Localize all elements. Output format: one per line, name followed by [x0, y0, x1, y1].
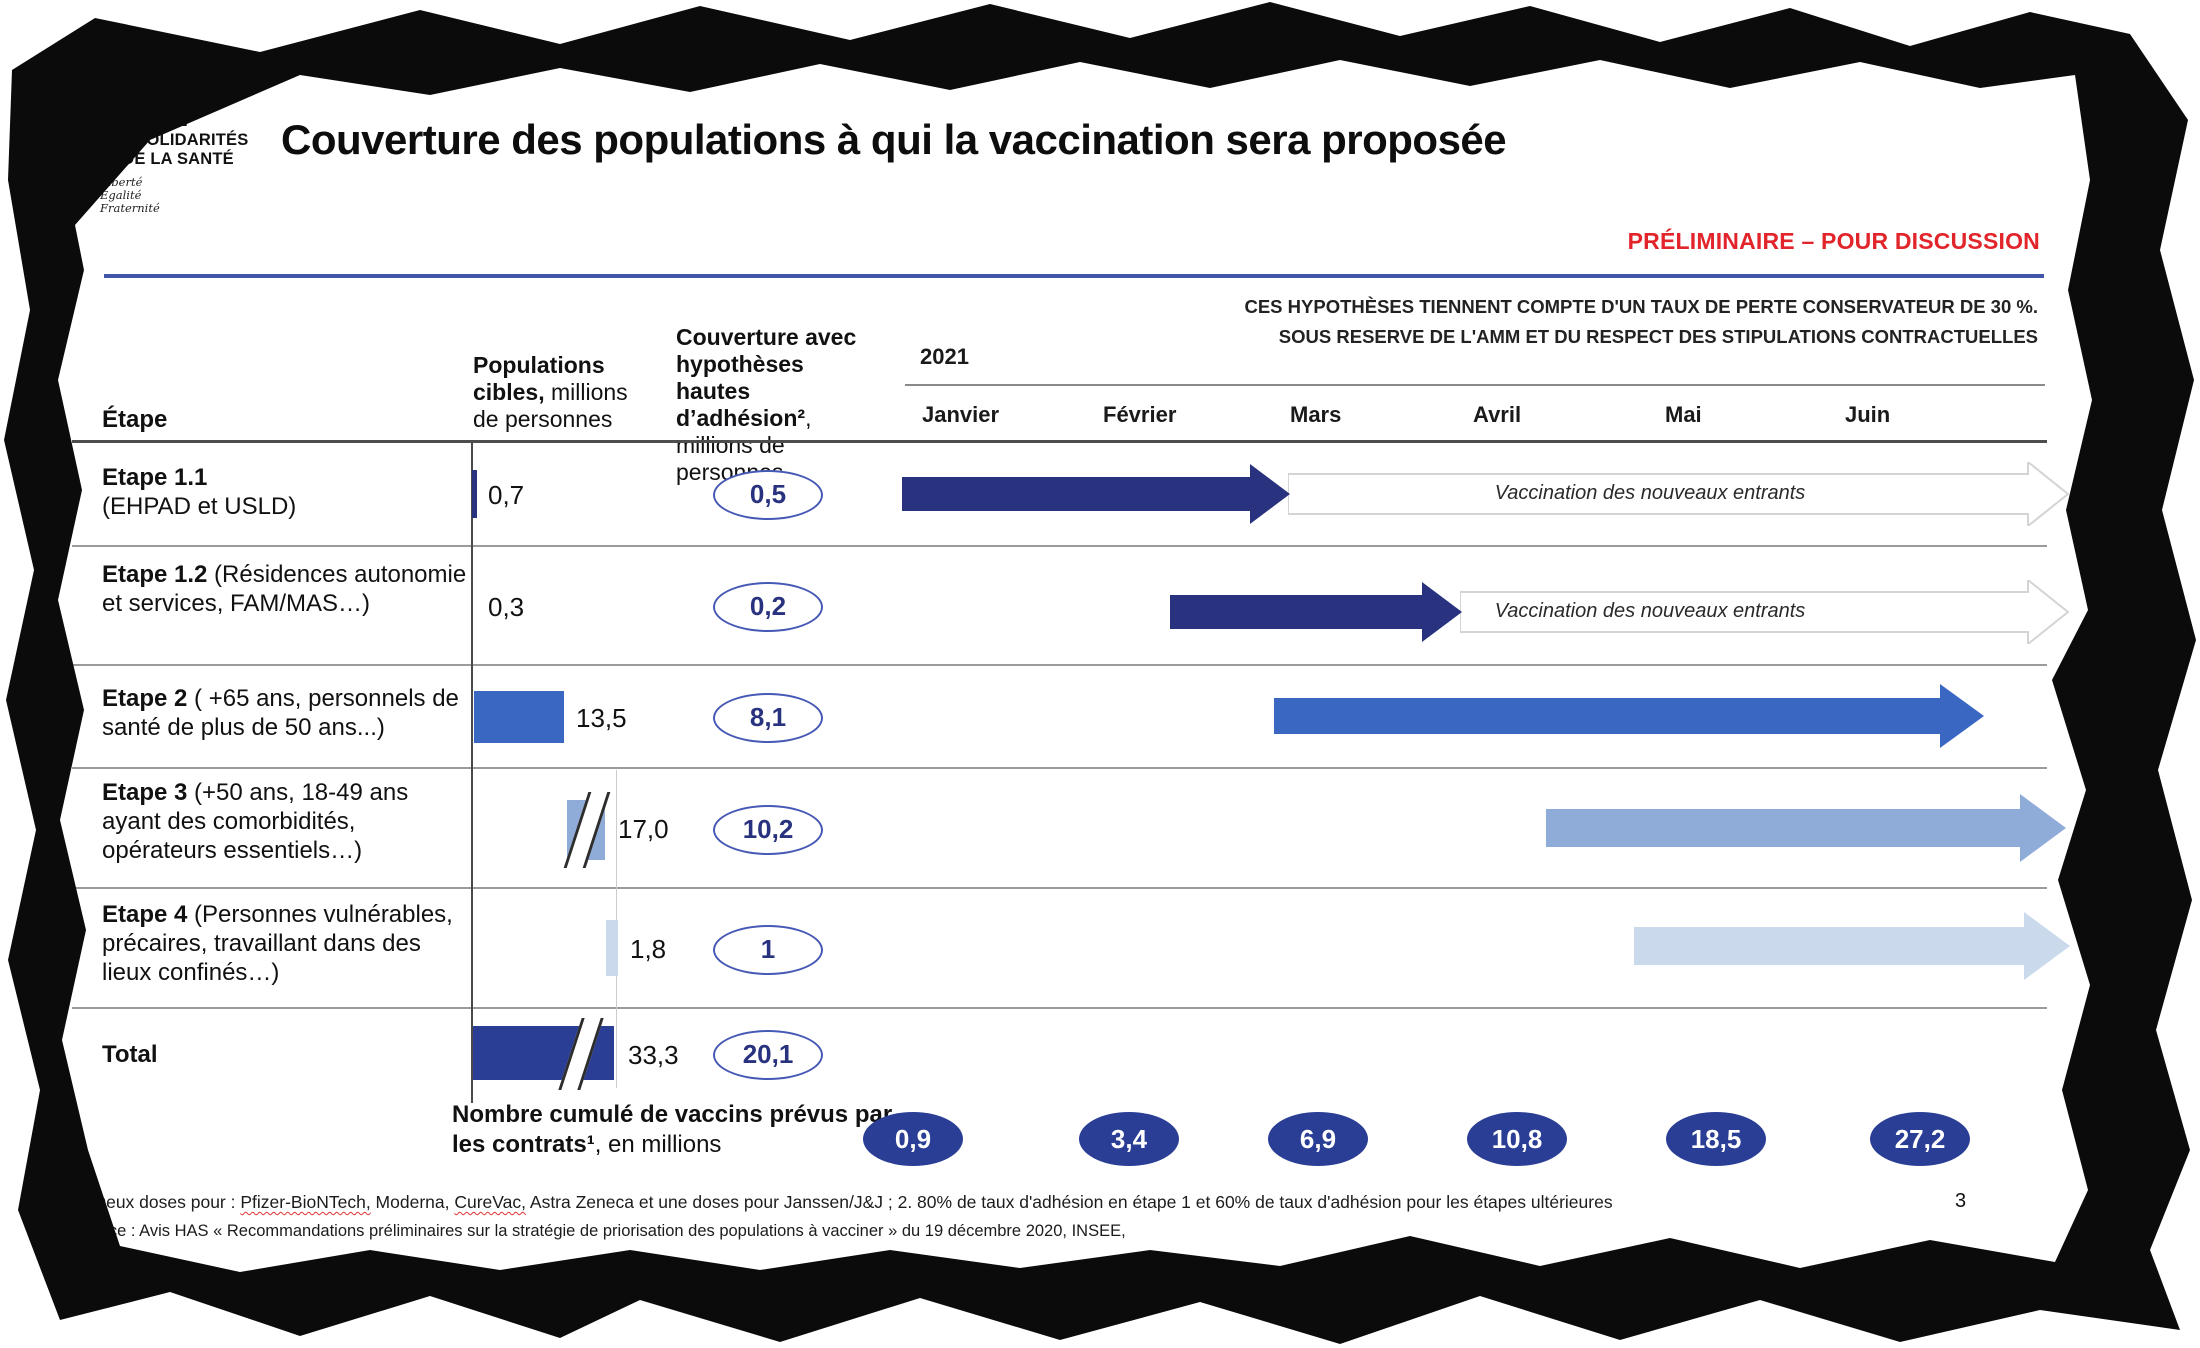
column-header-coverage: Couverture avec hypothèses hautes d’adhé… — [676, 324, 857, 485]
preliminary-banner: PRÉLIMINAIRE – POUR DISCUSSION — [1627, 228, 2040, 254]
page-title: Couverture des populations à qui la vacc… — [281, 116, 1507, 163]
row-label-etape-1-1: Etape 1.1 (EHPAD et USLD) — [102, 464, 297, 520]
cumulative-vaccines-janvier: 0,9 — [863, 1112, 963, 1166]
header-divider — [104, 274, 2044, 278]
ministry-logo-line1: MINISTÈRE — [96, 112, 188, 130]
ministry-logo-line3: ET DE LA SANTÉ — [96, 150, 234, 168]
month-janvier: Janvier — [922, 402, 1000, 427]
row-label-etape-4: Etape 4 (Personnes vulnérables, précaire… — [102, 901, 453, 986]
coverage-oval-etape-2: 8,1 — [713, 693, 823, 743]
coverage-oval-etape-4: 1 — [713, 925, 823, 975]
spellcheck-curevac: CureVac, — [454, 1192, 526, 1212]
month-avril: Avril — [1473, 402, 1522, 427]
cumulative-vaccines-fevrier: 3,4 — [1079, 1112, 1179, 1166]
column-header-populations: Populations cibles, millions de personne… — [473, 352, 628, 432]
population-value-etape-2: 13,5 — [576, 703, 627, 733]
population-value-etape-3: 17,0 — [618, 814, 669, 844]
population-bar-etape-2 — [474, 691, 564, 743]
cumulative-vaccines-mai: 18,5 — [1666, 1112, 1766, 1166]
population-bar-etape-4 — [606, 920, 618, 976]
ministry-logo: MINISTÈRE DES SOLIDARITÉS ET DE LA SANTÉ — [96, 112, 248, 169]
population-bar-etape-1-1 — [472, 470, 477, 518]
ministry-motto: Liberté Égalité Fraternité — [100, 175, 160, 215]
row-separator — [72, 545, 2047, 547]
coverage-oval-etape-1-1: 0,5 — [713, 470, 823, 520]
row-separator — [72, 1007, 2047, 1009]
gantt-arrow-etape-1-1 — [902, 464, 1290, 524]
row-label-etape-1-2: Etape 1.2 (Résidences autonomie et servi… — [102, 561, 467, 617]
coverage-oval-etape-3: 10,2 — [713, 805, 823, 855]
column-header-etape: Étape — [102, 406, 168, 433]
timeline-year-rule — [905, 384, 2045, 386]
spellcheck-pfizer: Pfizer-BioNTech, — [240, 1192, 371, 1212]
annotation-etape-1-2: Vaccination des nouveaux entrants — [1494, 600, 1806, 622]
cumulative-vaccines-juin: 27,2 — [1870, 1112, 1970, 1166]
population-bar-axis — [471, 440, 473, 1103]
timeline-year: 2021 — [920, 344, 969, 369]
gantt-arrow-etape-3 — [1546, 794, 2066, 862]
population-value-etape-4: 1,8 — [630, 934, 667, 964]
population-value-etape-1-2: 0,3 — [488, 592, 525, 622]
month-mars: Mars — [1290, 402, 1342, 427]
row-label-total: Total — [102, 1041, 158, 1068]
table-header-rule — [72, 440, 2047, 443]
row-label-etape-2: Etape 2 ( +65 ans, personnels de santé d… — [102, 685, 459, 741]
contracts-label: Nombre cumulé de vaccins prévus par les … — [452, 1101, 893, 1158]
month-fevrier: Février — [1103, 402, 1177, 427]
source-line: Source : Avis HAS « Recommandations prél… — [74, 1222, 1126, 1240]
row-label-etape-3: Etape 3 (+50 ans, 18-49 ans ayant des co… — [102, 779, 409, 864]
gantt-arrow-etape-1-2 — [1170, 582, 1462, 642]
gantt-arrow-etape-2 — [1274, 684, 1984, 748]
page-number: 3 — [1955, 1190, 1967, 1212]
footnote: 1. Deux doses pour : Pfizer-BioNTech, Mo… — [74, 1192, 1613, 1212]
hypothesis-note: CES HYPOTHÈSES TIENNENT COMPTE D'UN TAUX… — [1244, 296, 2038, 347]
ministry-logo-line2: DES SOLIDARITÉS — [96, 131, 249, 149]
row-separator — [72, 664, 2047, 666]
row-separator — [72, 887, 2047, 889]
population-value-etape-1-1: 0,7 — [488, 480, 525, 510]
cumulative-vaccines-mars: 6,9 — [1268, 1112, 1368, 1166]
coverage-oval-etape-1-2: 0,2 — [713, 582, 823, 632]
population-value-total: 33,3 — [628, 1040, 679, 1070]
row-separator — [72, 767, 2047, 769]
month-mai: Mai — [1665, 402, 1702, 427]
coverage-oval-total: 20,1 — [713, 1030, 823, 1080]
month-juin: Juin — [1845, 402, 1891, 427]
annotation-etape-1-1: Vaccination des nouveaux entrants — [1494, 482, 1806, 504]
gantt-arrow-etape-4 — [1634, 912, 2070, 980]
cumulative-vaccines-avril: 10,8 — [1467, 1112, 1567, 1166]
